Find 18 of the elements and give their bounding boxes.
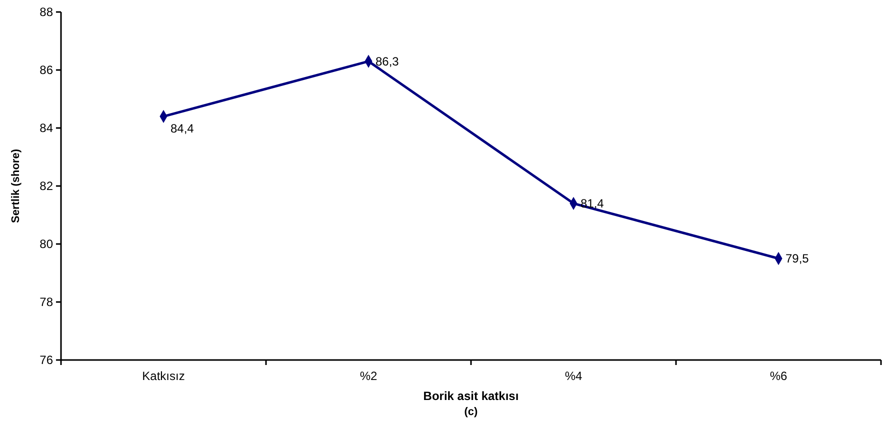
y-tick-label: 82	[40, 179, 54, 193]
data-label: 81,4	[580, 196, 604, 210]
y-tick-label: 78	[40, 295, 54, 309]
text: (c)	[464, 406, 478, 418]
y-tick-label: 88	[40, 5, 54, 19]
y-axis-title: Sertlik (shore)	[10, 148, 22, 223]
x-axis-title: Borik asit katkısı	[423, 389, 519, 403]
x-tick-label: %2	[360, 369, 378, 383]
x-tick-label: %4	[564, 369, 582, 383]
x-tick-label: Katkısız	[142, 369, 185, 383]
x-tick-label: %6	[770, 369, 788, 383]
y-tick-label: 84	[40, 121, 54, 135]
y-tick-label: 86	[40, 63, 54, 77]
y-tick-label: 80	[40, 237, 54, 251]
data-label: 86,3	[376, 54, 400, 68]
data-label: 79,5	[786, 252, 810, 266]
y-tick-label: 76	[40, 353, 54, 367]
data-label: 84,4	[170, 121, 194, 136]
